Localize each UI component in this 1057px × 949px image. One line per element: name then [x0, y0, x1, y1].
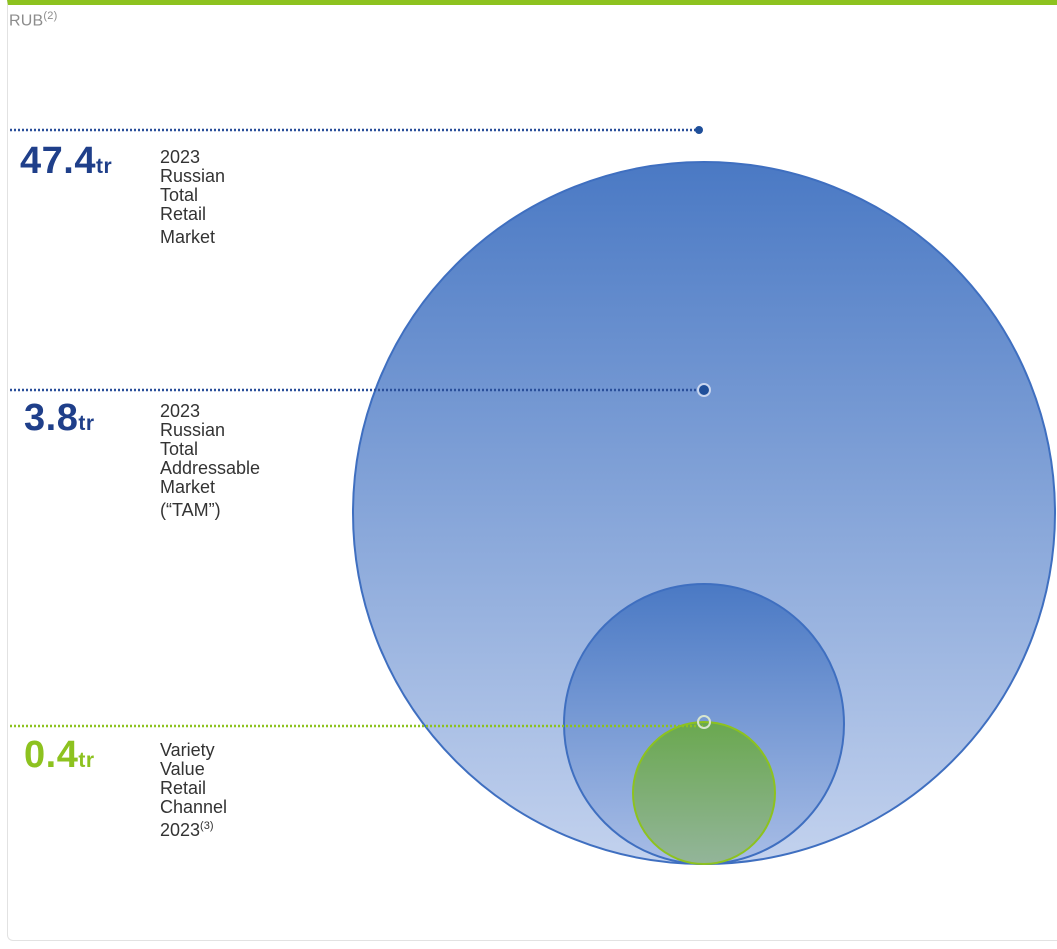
- tam-label: 2023 Russian Total Addressable Market (“…: [160, 401, 261, 520]
- anchor-dot-2: [697, 715, 711, 729]
- total-retail-value: 47.4tr: [20, 140, 113, 182]
- total-retail-label: 2023 Russian Total Retail Market: [160, 147, 226, 247]
- variety-value-value: 0.4tr: [24, 734, 95, 776]
- unit-label: RUB(2): [9, 10, 58, 30]
- chart-frame: [7, 0, 1057, 941]
- tam-value: 3.8tr: [24, 397, 95, 439]
- variety-value-label: Variety Value Retail Channel 2023(3): [160, 740, 228, 840]
- anchor-dot-1: [697, 383, 711, 397]
- bubble-variety-value: [632, 721, 776, 865]
- anchor-dot-0: [695, 126, 703, 134]
